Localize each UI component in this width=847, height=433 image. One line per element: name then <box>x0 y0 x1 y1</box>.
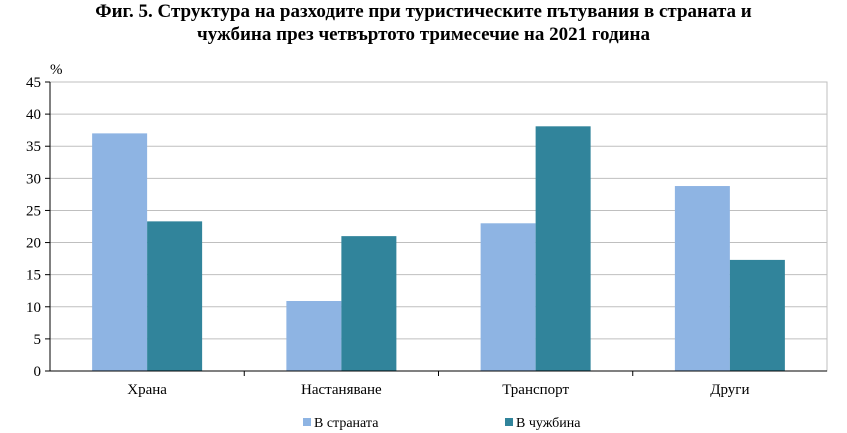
x-tick-label: Настаняване <box>301 382 382 398</box>
chart-title-line-2: чужбина през четвъртото тримесечие на 20… <box>196 24 650 45</box>
bar-abroad <box>341 236 397 371</box>
y-axis-ticks: 0 5 10 15 20 25 30 35 40 45 <box>26 75 50 380</box>
legend: В страната В чужбина <box>303 416 581 431</box>
x-tick-label: Транспорт <box>502 382 569 398</box>
legend-label: В чужбина <box>516 416 581 431</box>
legend-label: В страната <box>314 416 379 431</box>
y-axis-unit-label: % <box>50 62 63 78</box>
x-axis-ticks: Храна Настаняване Транспорт Други <box>127 371 749 398</box>
x-tick-label: Други <box>710 382 749 398</box>
y-tick-label: 40 <box>26 107 41 123</box>
bar-domestic <box>480 223 536 371</box>
y-tick-label: 5 <box>34 332 42 348</box>
legend-swatch <box>505 418 513 426</box>
y-tick-label: 0 <box>34 364 42 380</box>
bar-domestic <box>92 133 148 371</box>
x-tick-label: Храна <box>127 382 167 398</box>
bar-domestic <box>286 300 342 371</box>
y-tick-label: 20 <box>26 236 41 252</box>
bar-domestic <box>674 186 730 371</box>
y-tick-label: 15 <box>26 268 41 284</box>
y-tick-label: 10 <box>26 300 41 316</box>
chart-title-line-1: Фиг. 5. Структура на разходите при турис… <box>95 1 752 22</box>
bar-abroad <box>729 259 785 371</box>
bar-abroad <box>535 126 591 372</box>
legend-swatch <box>303 418 311 426</box>
y-tick-label: 30 <box>26 171 41 187</box>
y-tick-label: 25 <box>26 203 41 219</box>
bar-abroad <box>147 221 203 371</box>
y-tick-label: 45 <box>26 75 41 91</box>
y-tick-label: 35 <box>26 139 41 155</box>
bars <box>92 126 785 372</box>
chart-title: Фиг. 5. Структура на разходите при турис… <box>0 0 847 46</box>
